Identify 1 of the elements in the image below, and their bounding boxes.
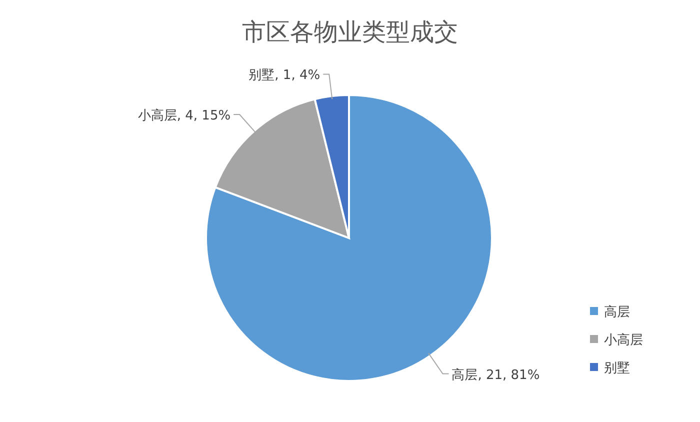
- title: 市区各物业类型成交: [242, 18, 458, 46]
